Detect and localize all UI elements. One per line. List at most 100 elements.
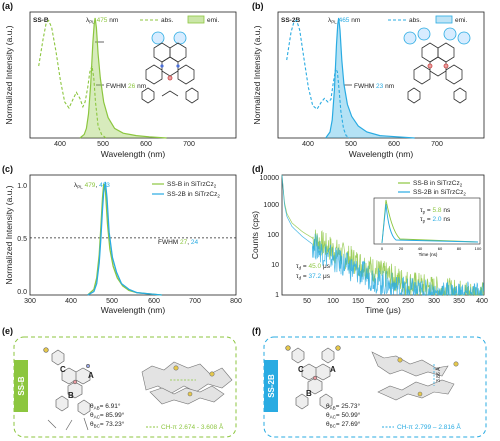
panel-d-xtick-350: 350: [453, 298, 465, 305]
panel-d-xtick-100: 100: [327, 298, 339, 305]
panel-b-series-1-line: [286, 19, 350, 139]
crystal-packing-icon: [285, 345, 341, 410]
panel-d-series-1-line: [281, 174, 484, 297]
panel-d-xticks: 50 100 150 200 250 300 350 400: [303, 298, 488, 305]
panel-a-xlabel: Wavelength (nm): [101, 149, 166, 159]
panel-f-contact: CH-π 2.799 – 2.816 Å: [397, 422, 461, 431]
panel-f-distance: 3.86 Å: [435, 367, 442, 382]
panel-a-lambda: λPL 475 nm: [86, 17, 118, 25]
panel-d-label: (d): [252, 164, 264, 174]
panel-f-angle-ab: θAB= 25.73°: [326, 402, 361, 411]
panel-d-ylabel: Counts (cps): [250, 211, 260, 259]
panel-a: (a) SS-B λPL 475 nm abs. emi. 400 500 60…: [2, 1, 237, 159]
panel-d-xtick-250: 250: [402, 298, 414, 305]
panel-a-series-2-line: [79, 17, 167, 139]
panel-a-xtick-500: 500: [97, 141, 109, 148]
panel-d-inset-xtick-80: 80: [457, 246, 462, 251]
panel-f-sample: SS-2B: [267, 374, 276, 398]
panel-d-tau-d-ss2b: τd = 37.2 μs: [296, 273, 331, 281]
panel-b-xtick-700: 700: [431, 141, 443, 148]
panel-f-label: (f): [252, 326, 261, 336]
panel-a-xtick-400: 400: [54, 141, 66, 148]
panel-f-ring-c: C: [298, 365, 304, 374]
panel-d: (d) 1 10 100 1000 10000 50 100 150 200 2…: [250, 164, 488, 315]
panel-a-legend-abs: abs.: [161, 17, 173, 24]
panel-d-inset-xtick-100: 100: [475, 246, 482, 251]
panel-c-frame: [29, 174, 237, 296]
panel-a-xtick-700: 700: [183, 141, 195, 148]
panel-d-inset-curve-ssb: [381, 199, 479, 244]
panel-d-ytick-10: 10: [271, 262, 279, 269]
panel-f-sample-tab: [264, 360, 278, 412]
panel-d-ytick-1: 1: [275, 292, 279, 299]
panel-d-inset-xlabel: Time (ns): [419, 252, 438, 257]
panel-d-xtick-300: 300: [428, 298, 440, 305]
panel-f-angle-ac: θAC= 50.99°: [326, 411, 361, 420]
panel-b-fwhm: FWHM 23 nm: [354, 83, 394, 90]
panel-b-xticks: 400 500 600 700: [302, 141, 443, 148]
panel-a-xticks: 400 500 600 700: [54, 141, 195, 148]
panel-e-ring-a: A: [88, 371, 94, 380]
panel-d-xtick-400: 400: [476, 298, 488, 305]
panel-f-ring-a: A: [330, 365, 336, 374]
panel-f-angle-bc: θBC= 27.69°: [326, 420, 361, 429]
panel-d-series-2-line: [281, 174, 484, 297]
panel-d-frame: [281, 174, 485, 296]
panel-c-series-2-line: [87, 181, 162, 296]
panel-b-xtick-600: 600: [388, 141, 400, 148]
panel-d-inset-xtick-40: 40: [418, 246, 423, 251]
panel-d-xtick-150: 150: [352, 298, 364, 305]
panel-a-label: (a): [2, 1, 13, 11]
panel-d-tau-d-ssb: τd = 45.0 μs: [296, 263, 331, 271]
panel-d-ytick-1000: 1000: [263, 202, 279, 209]
panel-b-sample: SS-2B: [281, 17, 300, 24]
panel-c-xtick-300: 300: [24, 298, 36, 305]
panel-a-frame: [29, 11, 237, 139]
panel-a-fwhm: FWHM 26 nm: [106, 83, 146, 90]
panel-c-legend-ssb: SS-B in SiTrzCz2: [167, 181, 217, 189]
panel-e-angle-bc: θBC= 73.23°: [90, 420, 125, 429]
panel-c-xtick-600: 600: [148, 298, 160, 305]
panel-d-legend-ssb: SS-B in SiTrzCz2: [413, 180, 463, 188]
panel-b-frame: [277, 11, 485, 139]
panel-c-series-1-line: [87, 183, 162, 296]
panel-c: (c) 0.0 0.5 1.0 300 400 500 600 700 800 …: [2, 164, 242, 315]
molecule-structure-icon: [141, 31, 199, 104]
panel-e-ring-c: C: [60, 365, 66, 374]
panel-d-tau-p-ssb: τp = 5.8 ns: [420, 207, 451, 215]
panel-c-xticks: 300 400 500 600 700 800: [24, 298, 242, 305]
panel-a-ylabel: Normalized Intensity (a.u.): [4, 25, 14, 124]
panel-b-xtick-500: 500: [345, 141, 357, 148]
panel-d-ytick-10000: 10000: [260, 175, 280, 182]
panel-c-fwhm: FWHM 27, 24: [158, 239, 199, 246]
panel-d-inset-xticks: 0 20 40 60 80 100: [381, 246, 482, 251]
panel-c-xtick-700: 700: [189, 298, 201, 305]
panel-d-xlabel: Time (μs): [365, 305, 401, 315]
panel-e: (e) SS-B C A B θAB= 6.91° θAC= 85.99° θB…: [2, 326, 237, 438]
crystal-packing-icon: [43, 347, 91, 431]
panel-c-ylabel: Normalized Intensity (a.u.): [4, 185, 14, 284]
panel-a-xtick-600: 600: [140, 141, 152, 148]
panel-b-legend-emi: emi.: [455, 17, 467, 24]
panel-e-label: (e): [2, 326, 13, 336]
panel-d-legend-ss2b: SS-2B in SiTrzCz2: [413, 189, 466, 197]
panel-c-xtick-500: 500: [106, 298, 118, 305]
panel-d-xtick-200: 200: [377, 298, 389, 305]
panel-d-inset-frame: [373, 197, 481, 245]
panel-b-label: (b): [252, 1, 264, 11]
panel-c-legend-ss2b: SS-2B in SiTrzCz2: [167, 191, 220, 199]
crystal-packing-icon: [371, 351, 459, 401]
panel-d-xtick-50: 50: [303, 298, 311, 305]
panel-c-ytick-0: 0.0: [17, 289, 27, 296]
panel-d-ytick-100: 100: [267, 232, 279, 239]
panel-b-lambda: λPL 465 nm: [328, 17, 360, 25]
panel-e-ring-b: B: [68, 391, 74, 400]
panel-a-legend-emi-swatch: [187, 15, 205, 24]
panel-a-series-2-area: [79, 18, 167, 138]
panel-e-angle-ac: θAC= 85.99°: [90, 411, 125, 420]
panel-b-series-2-line: [325, 17, 415, 139]
panel-e-sample: SS-B: [17, 376, 26, 395]
crystal-packing-icon: [141, 361, 233, 405]
panel-d-inset-xtick-0: 0: [381, 246, 384, 251]
panel-a-sample: SS-B: [33, 17, 49, 24]
